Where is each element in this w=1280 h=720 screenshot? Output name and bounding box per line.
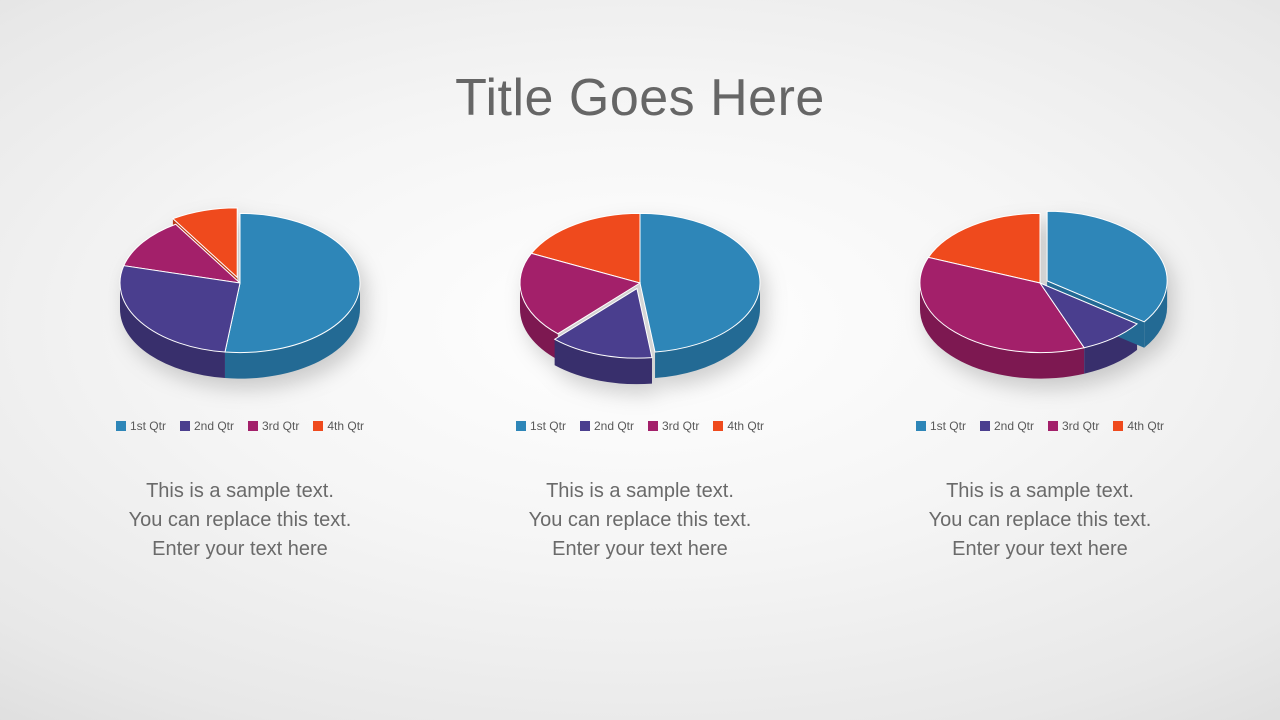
legend-label: 2nd Qtr	[194, 419, 234, 433]
chart-column-2: 1st Qtr 2nd Qtr 3rd Qtr 4th Qtr This is …	[470, 195, 810, 564]
legend-item-q4: 4th Qtr	[313, 419, 364, 433]
legend-label: 3rd Qtr	[262, 419, 299, 433]
pie-chart-1	[90, 195, 390, 395]
caption-line: This is a sample text.	[129, 477, 352, 506]
legend-label: 3rd Qtr	[662, 419, 699, 433]
legend-label: 2nd Qtr	[994, 419, 1034, 433]
legend-item-q4: 4th Qtr	[713, 419, 764, 433]
legend-item-q3: 3rd Qtr	[248, 419, 299, 433]
caption-3: This is a sample text. You can replace t…	[929, 477, 1152, 564]
legend-item-q2: 2nd Qtr	[980, 419, 1034, 433]
caption-line: You can replace this text.	[929, 506, 1152, 535]
legend-3: 1st Qtr 2nd Qtr 3rd Qtr 4th Qtr	[916, 419, 1164, 433]
charts-row: 1st Qtr 2nd Qtr 3rd Qtr 4th Qtr This is …	[0, 195, 1280, 564]
slide: Title Goes Here 1st Qtr 2nd Qtr 3rd Qtr …	[0, 0, 1280, 720]
caption-line: Enter your text here	[929, 535, 1152, 564]
legend-label: 2nd Qtr	[594, 419, 634, 433]
legend-1: 1st Qtr 2nd Qtr 3rd Qtr 4th Qtr	[116, 419, 364, 433]
legend-item-q1: 1st Qtr	[916, 419, 966, 433]
legend-item-q1: 1st Qtr	[516, 419, 566, 433]
caption-line: Enter your text here	[529, 535, 752, 564]
legend-label: 4th Qtr	[727, 419, 764, 433]
caption-line: You can replace this text.	[129, 506, 352, 535]
legend-label: 3rd Qtr	[1062, 419, 1099, 433]
legend-2: 1st Qtr 2nd Qtr 3rd Qtr 4th Qtr	[516, 419, 764, 433]
legend-item-q3: 3rd Qtr	[1048, 419, 1099, 433]
legend-label: 1st Qtr	[930, 419, 966, 433]
legend-item-q4: 4th Qtr	[1113, 419, 1164, 433]
chart-column-1: 1st Qtr 2nd Qtr 3rd Qtr 4th Qtr This is …	[70, 195, 410, 564]
caption-2: This is a sample text. You can replace t…	[529, 477, 752, 564]
page-title: Title Goes Here	[0, 68, 1280, 128]
legend-item-q3: 3rd Qtr	[648, 419, 699, 433]
legend-label: 4th Qtr	[327, 419, 364, 433]
legend-item-q2: 2nd Qtr	[180, 419, 234, 433]
caption-line: You can replace this text.	[529, 506, 752, 535]
chart-column-3: 1st Qtr 2nd Qtr 3rd Qtr 4th Qtr This is …	[870, 195, 1210, 564]
pie-chart-3	[890, 195, 1190, 395]
caption-line: This is a sample text.	[529, 477, 752, 506]
legend-label: 1st Qtr	[530, 419, 566, 433]
legend-item-q1: 1st Qtr	[116, 419, 166, 433]
legend-label: 1st Qtr	[130, 419, 166, 433]
pie-chart-2	[490, 195, 790, 395]
caption-line: This is a sample text.	[929, 477, 1152, 506]
caption-line: Enter your text here	[129, 535, 352, 564]
legend-item-q2: 2nd Qtr	[580, 419, 634, 433]
caption-1: This is a sample text. You can replace t…	[129, 477, 352, 564]
legend-label: 4th Qtr	[1127, 419, 1164, 433]
